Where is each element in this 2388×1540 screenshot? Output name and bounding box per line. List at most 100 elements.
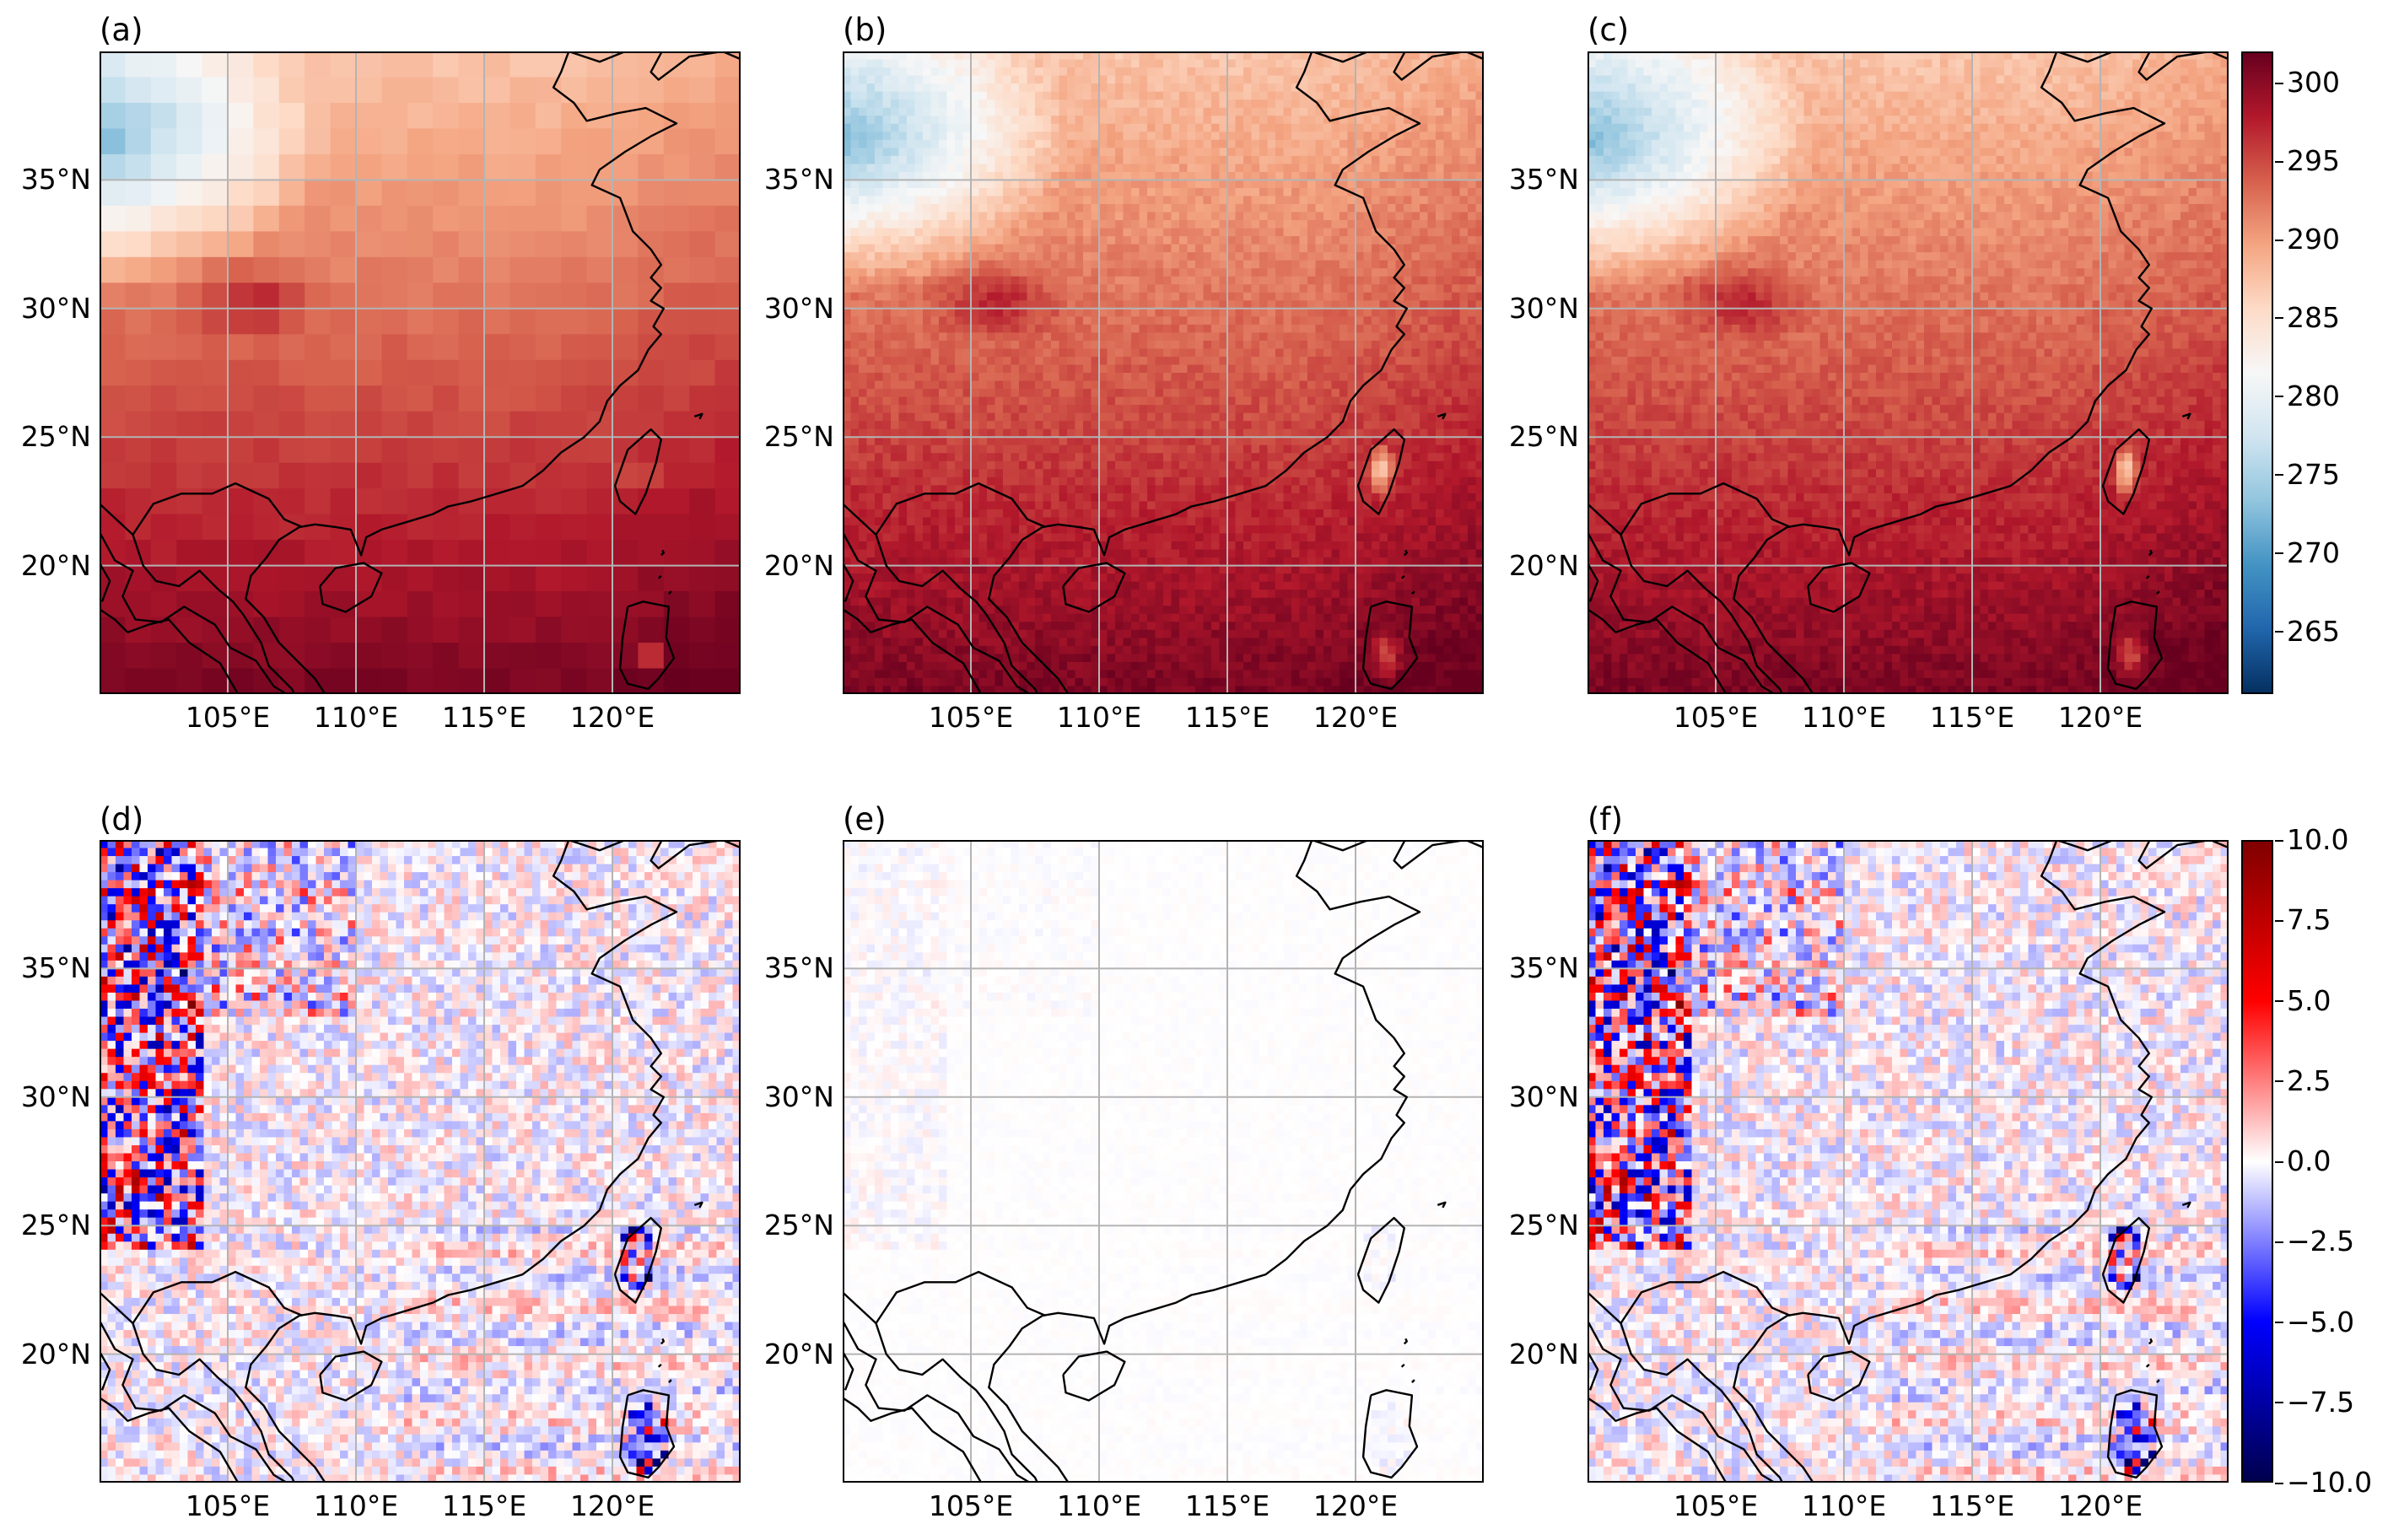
coastline-path — [843, 1270, 1046, 1325]
coastline-path — [2181, 1201, 2191, 1209]
coastline-path — [2106, 600, 2164, 691]
coastline-path — [843, 482, 1046, 536]
longitude-tick-label: 110°E — [305, 701, 407, 734]
coastline-path — [568, 51, 741, 81]
panel-label-a: (a) — [100, 12, 143, 48]
coastline-path — [100, 563, 111, 602]
coastline-path — [988, 51, 1421, 694]
coastline-path — [2056, 51, 2229, 81]
panel-border — [843, 51, 1484, 694]
coastline-path — [1588, 531, 1776, 694]
map-canvas — [100, 51, 741, 694]
graticule — [100, 51, 741, 694]
coastline-path — [660, 1338, 665, 1345]
latitude-tick-label: 30°N — [7, 1080, 91, 1113]
coastline-path — [843, 531, 1031, 694]
coastline-path — [1588, 563, 1599, 602]
colorbar-tick-label: 10.0 — [2274, 823, 2348, 856]
coastline-path — [613, 1216, 662, 1304]
graticule — [843, 840, 1484, 1483]
coastline-path — [2181, 412, 2191, 420]
coastline-path — [1620, 1322, 1784, 1483]
temperature-field — [843, 51, 1484, 694]
coastline-path — [1437, 412, 1447, 420]
latitude-tick-label: 35°N — [1495, 951, 1579, 984]
map-panel-e — [843, 840, 1484, 1483]
latitude-tick-label: 25°N — [1495, 1209, 1579, 1241]
coastline-path — [1311, 51, 1484, 81]
coastline-path — [1062, 1350, 1126, 1402]
longitude-tick-label: 105°E — [920, 701, 1022, 734]
coastline-path — [2156, 590, 2160, 595]
map-panel-c — [1588, 51, 2229, 694]
difference-field — [843, 840, 1484, 1483]
colorbar-tick-label: −5.0 — [2274, 1306, 2354, 1338]
latitude-tick-label: 20°N — [1495, 1338, 1579, 1370]
colorbar-tick-label: 0.0 — [2274, 1144, 2331, 1177]
latitude-tick-label: 25°N — [750, 1209, 834, 1241]
longitude-tick-label: 120°E — [562, 1489, 663, 1522]
map-panel-d — [100, 840, 741, 1483]
panel-border — [100, 51, 741, 694]
coastline-path — [2101, 1216, 2150, 1304]
panel-border — [843, 840, 1484, 1483]
coastline-path — [132, 534, 296, 694]
longitude-tick-label: 105°E — [1665, 701, 1766, 734]
difference-field — [1588, 840, 2229, 1483]
latitude-tick-label: 35°N — [7, 951, 91, 984]
panel-border — [1588, 51, 2229, 694]
longitude-tick-label: 120°E — [1305, 701, 1406, 734]
coastline-path — [319, 1350, 383, 1402]
latitude-tick-label: 25°N — [7, 420, 91, 453]
longitude-tick-label: 110°E — [1048, 701, 1150, 734]
coastlines — [100, 840, 741, 1483]
difference-colorbar — [2241, 840, 2273, 1483]
coastline-path — [1403, 1338, 1408, 1345]
longitude-tick-label: 110°E — [1048, 1489, 1150, 1522]
coastline-path — [693, 412, 703, 420]
coastline-path — [1361, 600, 1419, 691]
colorbar-tick-label: −10.0 — [2274, 1466, 2372, 1499]
coastline-path — [1356, 1216, 1405, 1304]
longitude-tick-label: 105°E — [1665, 1489, 1766, 1522]
coastline-path — [693, 1201, 703, 1209]
coastline-path — [132, 1322, 296, 1483]
coastline-path — [1588, 1397, 1728, 1483]
coastline-path — [100, 608, 240, 694]
coastline-path — [875, 534, 1039, 694]
latitude-tick-label: 35°N — [7, 163, 91, 196]
latitude-tick-label: 30°N — [750, 1080, 834, 1113]
longitude-tick-label: 115°E — [1177, 1489, 1278, 1522]
coastline-path — [1620, 534, 1784, 694]
colorbar-tick-label: −2.5 — [2274, 1225, 2354, 1257]
latitude-tick-label: 35°N — [1495, 163, 1579, 196]
coastline-path — [843, 1397, 983, 1483]
coastline-path — [843, 563, 854, 602]
longitude-tick-label: 115°E — [1922, 701, 2023, 734]
coastline-path — [1403, 549, 1408, 557]
graticule — [1588, 840, 2229, 1483]
colorbar-tick-label: 285 — [2275, 301, 2340, 334]
latitude-tick-label: 35°N — [750, 163, 834, 196]
coastline-path — [2056, 840, 2229, 870]
coastline-path — [1733, 840, 2166, 1483]
colorbar-tick-label: −7.5 — [2274, 1386, 2354, 1419]
coastline-path — [657, 574, 662, 579]
colorbar-tick-label: 7.5 — [2274, 903, 2331, 936]
longitude-tick-label: 115°E — [434, 701, 535, 734]
difference-field — [100, 840, 741, 1483]
coastline-path — [568, 840, 741, 870]
longitude-tick-label: 115°E — [434, 1489, 535, 1522]
longitude-tick-label: 110°E — [1793, 701, 1895, 734]
panel-label-e: (e) — [843, 801, 887, 837]
coastline-path — [1411, 590, 1415, 595]
latitude-tick-label: 20°N — [750, 1338, 834, 1370]
coastlines — [843, 51, 1484, 694]
colorbar-tick-label: 280 — [2275, 380, 2340, 412]
coastline-path — [1807, 1350, 1871, 1402]
coastline-path — [988, 840, 1421, 1483]
graticule — [843, 51, 1484, 694]
panel-label-b: (b) — [843, 12, 887, 48]
coastline-path — [2106, 1389, 2164, 1479]
map-panel-f — [1588, 840, 2229, 1483]
